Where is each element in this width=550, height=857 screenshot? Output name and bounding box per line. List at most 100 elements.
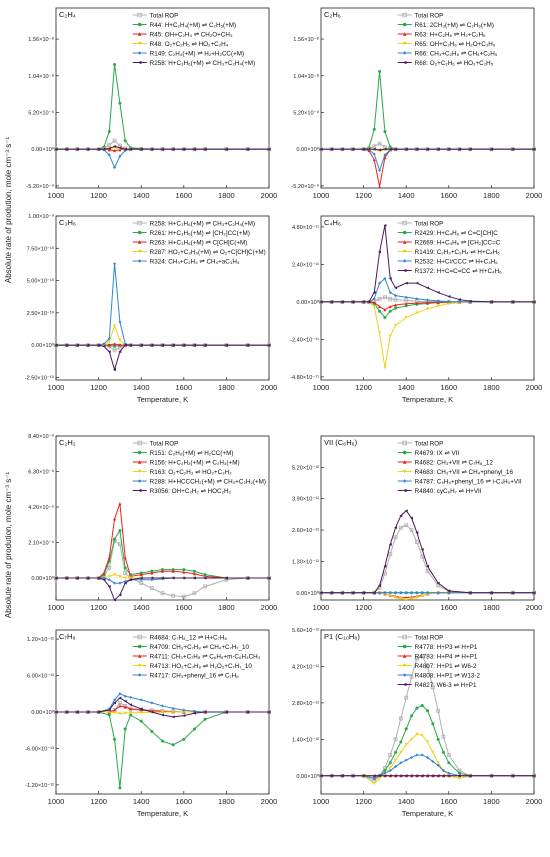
data-point <box>378 591 382 595</box>
data-point <box>436 774 440 778</box>
data-point <box>192 576 196 580</box>
data-point <box>404 147 408 151</box>
series-line <box>56 697 269 718</box>
data-point <box>431 750 435 754</box>
data-point <box>377 141 382 146</box>
data-point <box>362 300 366 304</box>
x-tick-label: 1000 <box>48 797 65 806</box>
data-point <box>129 343 133 347</box>
data-point <box>161 568 164 572</box>
data-point <box>378 331 382 335</box>
data-point <box>394 596 398 600</box>
legend-marker <box>402 268 407 273</box>
data-point <box>203 147 207 151</box>
data-point <box>393 737 398 742</box>
data-point <box>150 576 154 580</box>
legend-marker <box>137 259 142 263</box>
data-point <box>171 710 175 714</box>
data-point <box>340 147 344 151</box>
data-point <box>86 710 90 714</box>
x-tick-label: 1400 <box>133 797 150 806</box>
data-point <box>54 343 58 347</box>
data-point <box>404 298 409 303</box>
x-tick-label: 1800 <box>483 191 500 200</box>
data-point <box>388 309 392 313</box>
data-point <box>410 737 414 741</box>
x-tick-label: 1600 <box>440 603 457 612</box>
data-point <box>372 297 376 301</box>
chart-title: VII (C₆H₆) <box>324 438 358 447</box>
y-tick-label: 0.00×10⁰ <box>296 590 319 597</box>
data-point <box>203 576 207 580</box>
y-tick-label: 1.00×10⁻⁹ <box>28 213 54 220</box>
legend-entry: R4682: CH₃+VII ⇌ C₇H₈_12 <box>415 460 494 467</box>
data-point <box>415 281 419 285</box>
data-point <box>107 143 112 147</box>
data-point <box>86 343 90 347</box>
data-point <box>224 147 228 151</box>
data-point <box>383 153 387 157</box>
legend-entry: R163: O₂+C₂H₃ ⇌ HO₂+C₂H₂ <box>150 469 233 476</box>
data-point <box>129 576 133 580</box>
data-point <box>182 714 186 718</box>
legend-entry: R44: H+C₂H₄(+M) ⇌ C₂H₅(+M) <box>150 22 236 29</box>
legend-marker <box>402 12 407 18</box>
data-point <box>171 343 175 347</box>
legend-entry: R4683: CH₃+VII ⇌ CH₄+phenyl_16 <box>415 469 514 476</box>
data-point <box>420 753 424 757</box>
legend-entry: Total ROP <box>415 13 444 20</box>
legend-marker <box>137 450 142 455</box>
data-point <box>404 727 408 731</box>
data-point <box>436 708 441 713</box>
y-axis-label-bottom: Absolute rate of prodution, mole cm⁻³ s⁻… <box>4 472 13 619</box>
data-point <box>107 337 111 341</box>
data-point <box>410 597 414 601</box>
data-point <box>468 591 472 595</box>
data-point <box>113 166 117 170</box>
data-point <box>441 750 445 754</box>
data-point <box>399 597 403 601</box>
x-tick-label: 1000 <box>48 383 65 392</box>
data-point <box>431 722 435 726</box>
data-point <box>182 568 186 572</box>
data-point <box>415 530 419 534</box>
data-point <box>123 571 128 575</box>
data-point <box>404 281 408 285</box>
data-point <box>489 774 493 778</box>
legend-marker <box>402 450 407 455</box>
data-point <box>468 774 472 778</box>
data-point <box>468 147 472 151</box>
x-tick-label: 1400 <box>398 603 415 612</box>
data-point <box>118 343 122 347</box>
data-point <box>139 343 143 347</box>
legend-marker <box>402 663 407 668</box>
data-point <box>372 774 376 778</box>
legend-marker <box>402 644 407 649</box>
plot-frame <box>55 215 270 381</box>
data-point <box>319 774 323 778</box>
data-point <box>426 286 429 290</box>
data-point <box>267 147 271 151</box>
legend-entry: R149: C₂H₄(+M) ⇌ H₂+H₂CC(+M) <box>150 51 244 58</box>
data-point <box>113 344 117 348</box>
data-point <box>436 147 440 151</box>
data-point <box>415 732 419 736</box>
x-tick-label: 1600 <box>440 383 457 392</box>
legend-entry: R1372: H+C=C=CC ⇌ H+C₄H₆ <box>415 268 502 275</box>
data-point <box>425 664 430 669</box>
data-point <box>404 302 408 306</box>
legend-marker <box>137 41 142 46</box>
data-point <box>107 574 111 578</box>
data-point <box>113 342 117 346</box>
data-point <box>394 286 398 290</box>
data-point <box>182 737 186 741</box>
legend-marker <box>402 488 407 493</box>
legend-marker <box>402 230 407 235</box>
data-point <box>388 334 392 338</box>
data-point <box>107 584 111 588</box>
legend-marker <box>402 51 407 55</box>
data-point <box>426 298 429 302</box>
data-point <box>102 344 106 348</box>
data-point <box>511 300 515 304</box>
data-point <box>123 139 127 143</box>
